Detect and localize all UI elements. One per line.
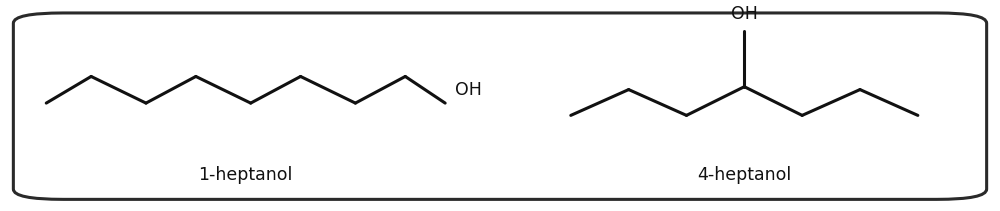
Text: 4-heptanol: 4-heptanol [697,166,791,184]
Text: OH: OH [731,5,758,23]
Text: OH: OH [455,81,482,99]
Text: 1-heptanol: 1-heptanol [199,166,293,184]
FancyBboxPatch shape [13,13,987,199]
